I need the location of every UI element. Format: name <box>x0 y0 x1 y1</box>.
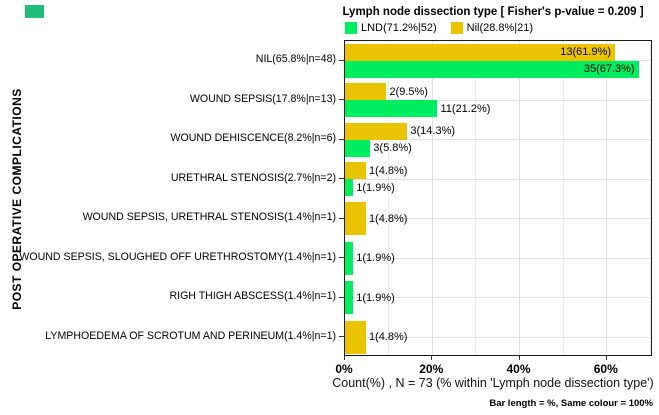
y-axis-tick <box>339 257 344 259</box>
bar-value-label: 2(9.5%) <box>389 85 428 98</box>
bar-nil <box>345 320 366 354</box>
x-tick-label: 40% <box>506 362 531 376</box>
y-axis-tick <box>339 59 344 61</box>
category-label: LYMPHOEDEMA OF SCROTUM AND PERINEUM(1.4%… <box>45 329 336 342</box>
legend-label: LND(71.2%|52) <box>361 22 437 34</box>
gridline-horizontal <box>345 218 651 220</box>
y-axis-tick <box>339 296 344 298</box>
gridline-vertical <box>562 41 564 355</box>
gridline-vertical <box>649 41 651 355</box>
bar-value-label: 35(67.3%) <box>583 63 635 76</box>
legend-swatch-icon <box>450 22 463 34</box>
gridline-vertical <box>475 41 477 355</box>
category-label: URETHRAL STENOSIS(2.7%|n=2) <box>170 171 336 184</box>
gridline-horizontal <box>345 297 651 299</box>
gridline-vertical <box>388 41 390 355</box>
y-axis-tick <box>339 178 344 180</box>
bar-nil <box>345 162 366 180</box>
bar-lnd <box>345 241 354 275</box>
y-axis-tick <box>339 336 344 338</box>
bar-nil <box>345 202 366 236</box>
bar-lnd <box>345 179 354 197</box>
gridline-horizontal <box>345 99 651 101</box>
x-axis-tick <box>431 356 433 360</box>
y-axis-tick <box>339 217 344 219</box>
bar-nil <box>345 122 408 140</box>
bar-value-label: 1(4.8%) <box>368 164 408 177</box>
x-axis-tick <box>518 356 520 360</box>
bar-value-label: 1(4.8%) <box>368 212 408 225</box>
chart-caption: Bar length = %, Same colour = 100% <box>489 398 653 409</box>
x-axis-title: Count(%) , N = 73 (% within 'Lymph node … <box>332 376 654 390</box>
bar-nil <box>345 83 387 101</box>
bar-lnd <box>345 100 438 118</box>
bar-nil <box>345 43 616 61</box>
gridline-vertical <box>431 41 433 355</box>
bar-value-label: 13(61.9%) <box>560 46 612 59</box>
chart-title: Lymph node dissection type [ Fisher's p-… <box>342 6 644 18</box>
legend-item-lnd: LND(71.2%|52) <box>345 22 437 34</box>
x-tick-label: 0% <box>335 362 353 376</box>
legend: LND(71.2%|52) Nil(28.8%|21) <box>345 21 533 35</box>
x-axis-tick <box>605 356 607 360</box>
plot-panel: 13(61.9%) 35(67.3%) 2(9.5%) 11(21.2%) 3(14.3… <box>344 40 652 356</box>
gridline-horizontal <box>345 178 651 180</box>
gridline-horizontal <box>345 336 651 338</box>
legend-item-nil: Nil(28.8%|21) <box>450 22 534 34</box>
category-label: WOUND DEHISCENCE(8.2%|n=6) <box>170 132 336 145</box>
x-tick-label: 60% <box>593 362 618 376</box>
bar-value-label: 3(14.3%) <box>410 125 456 138</box>
bar-value-label: 1(1.9%) <box>356 291 395 304</box>
category-label: WOUND SEPSIS, SLOUGHED OFF URETHROSTOMY(… <box>19 250 336 263</box>
bar-value-label: 1(1.9%) <box>356 252 395 265</box>
bar-value-label: 3(5.8%) <box>373 142 412 155</box>
bar-lnd <box>345 281 354 315</box>
category-label: WOUND SEPSIS, URETHRAL STENOSIS(1.4%|n=1… <box>82 211 336 224</box>
bar-value-label: 1(4.8%) <box>368 331 408 344</box>
category-label: RIGH THIGH ABSCESS(1.4%|n=1) <box>169 290 336 303</box>
bar-lnd <box>345 139 371 157</box>
x-axis-tick <box>344 356 345 360</box>
y-axis-tick <box>339 99 344 101</box>
bar-value-label: 11(21.2%) <box>440 102 491 115</box>
bar-lnd <box>345 60 639 78</box>
legend-label: Nil(28.8%|21) <box>466 22 534 34</box>
gridline-vertical <box>606 41 608 355</box>
category-label: WOUND SEPSIS(17.8%|n=13) <box>189 92 336 105</box>
gridline-vertical <box>519 41 520 355</box>
bar-value-label: 1(1.9%) <box>356 181 395 194</box>
x-tick-label: 20% <box>419 362 444 376</box>
category-label: NIL(65.8%|n=48) <box>255 53 336 66</box>
y-axis-tick <box>339 138 344 140</box>
legend-swatch-icon <box>345 22 357 34</box>
corner-mark <box>25 5 44 18</box>
gridline-horizontal <box>345 257 651 259</box>
gridline-horizontal <box>345 139 651 141</box>
